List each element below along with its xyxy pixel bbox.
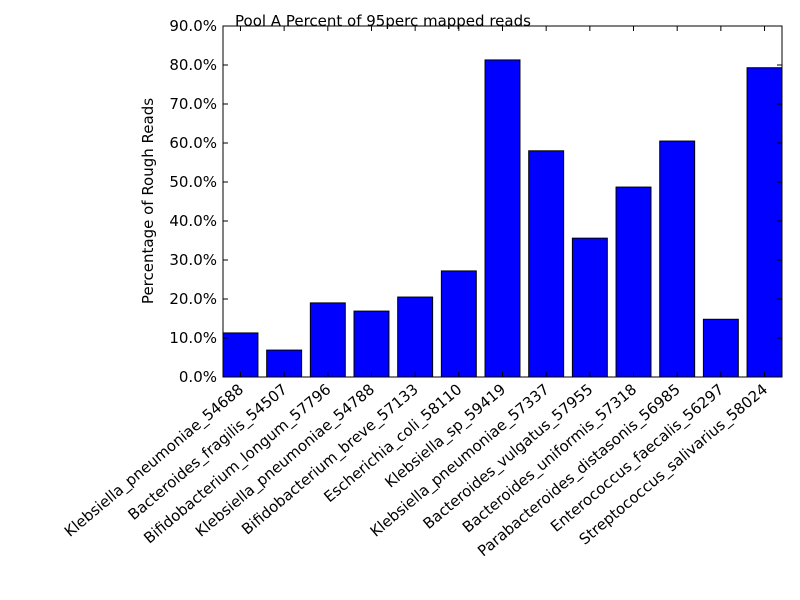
bar-Bacteroides_vulgatus_57955 xyxy=(571,237,608,378)
y-tick-label: 80.0% xyxy=(169,56,217,74)
bars-layer xyxy=(222,59,783,378)
bar-Streptococcus_salivarius_58024 xyxy=(746,67,783,378)
y-tick-label: 30.0% xyxy=(169,251,217,269)
y-axis-label: Percentage of Rough Reads xyxy=(139,98,157,304)
bar-Escherichia_coli_58110 xyxy=(440,270,477,378)
y-tick-label: 10.0% xyxy=(169,329,217,347)
bar-Klebsiella_pneumoniae_57337 xyxy=(528,150,565,378)
y-tick-label: 60.0% xyxy=(169,134,217,152)
bar-Bacteroides_uniformis_57318 xyxy=(615,186,652,378)
bar-Klebsiella_sp_59419 xyxy=(484,59,521,378)
y-tick-label: 20.0% xyxy=(169,290,217,308)
chart-title: Pool A Percent of 95perc mapped reads xyxy=(235,12,531,30)
plot-frame xyxy=(222,25,783,378)
bar-Bifidobacterium_longum_57796 xyxy=(309,302,346,378)
y-tick-labels: 0.0% 10.0% 20.0% 30.0% 40.0% 50.0% 60.0% 70.0% 8… xyxy=(169,17,217,386)
y-tick-label: 90.0% xyxy=(169,17,217,35)
x-tick-labels: Klebsiella_pneumoniae_54688Bacteroides_f… xyxy=(61,380,772,561)
bar-Klebsiella_pneumoniae_54788 xyxy=(353,310,390,378)
bar-Bifidobacterium_breve_57133 xyxy=(397,296,434,378)
y-tick-label: 50.0% xyxy=(169,173,217,191)
x-tick-label: Bifidobacterium_longum_57796 xyxy=(140,380,335,548)
bar-Enterococcus_faecalis_56297 xyxy=(702,318,739,378)
bar-Parabacteroides_distasonis_56985 xyxy=(659,140,696,378)
y-tick-label: 40.0% xyxy=(169,212,217,230)
bar-Klebsiella_pneumoniae_54688 xyxy=(222,332,259,378)
y-tick-label: 0.0% xyxy=(179,368,217,386)
y-tick-label: 70.0% xyxy=(169,95,217,113)
